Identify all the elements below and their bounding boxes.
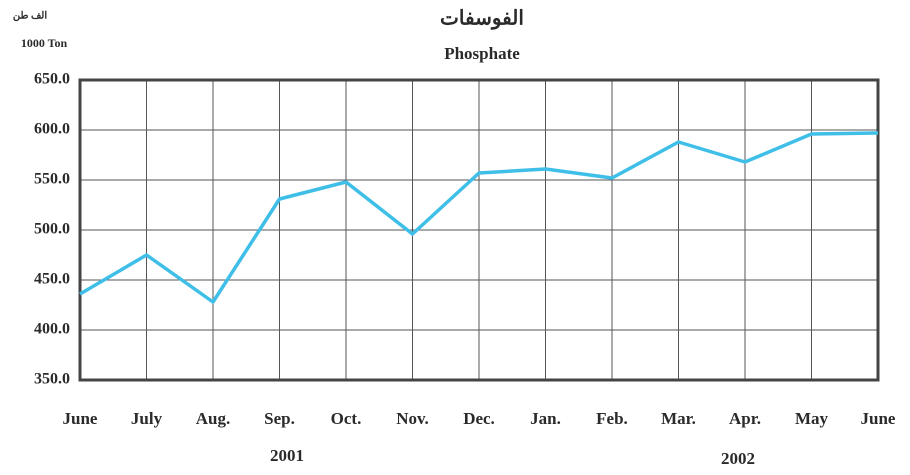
- x-tick-label: Apr.: [729, 409, 761, 428]
- x-tick-label: Nov.: [396, 409, 429, 428]
- y-tick-label: 350.0: [34, 371, 70, 388]
- y-tick-label: 550.0: [34, 171, 70, 188]
- x-tick-label: Sep.: [264, 409, 295, 428]
- x-tick-label: Dec.: [463, 409, 495, 428]
- chart-title: الفوسفات: [440, 8, 524, 31]
- x-tick-label: Oct.: [331, 409, 362, 428]
- y-tick-label: 600.0: [34, 121, 70, 138]
- y-tick-label: 400.0: [34, 321, 70, 338]
- x-tick-label: Jan.: [530, 409, 561, 428]
- chart-subtitle: Phosphate: [444, 44, 520, 63]
- x-tick-label: June: [861, 409, 896, 428]
- plot-border: [78, 78, 880, 382]
- y-tick-label: 650.0: [34, 71, 70, 88]
- unit-label: الف طن: [13, 10, 47, 21]
- x-tick-label: July: [131, 409, 163, 428]
- y-tick-label: 500.0: [34, 221, 70, 238]
- year-label: 2001: [270, 446, 304, 465]
- year-label: 2002: [721, 449, 755, 468]
- x-tick-label: June: [63, 409, 98, 428]
- data-line: [79, 131, 879, 304]
- x-tick-label: Feb.: [596, 409, 628, 428]
- y-tick-label: 450.0: [34, 271, 70, 288]
- unit-label: 1000 Ton: [21, 36, 68, 50]
- x-tick-label: May: [795, 409, 829, 428]
- x-tick-label: Mar.: [661, 409, 696, 428]
- x-tick-label: Aug.: [196, 409, 230, 428]
